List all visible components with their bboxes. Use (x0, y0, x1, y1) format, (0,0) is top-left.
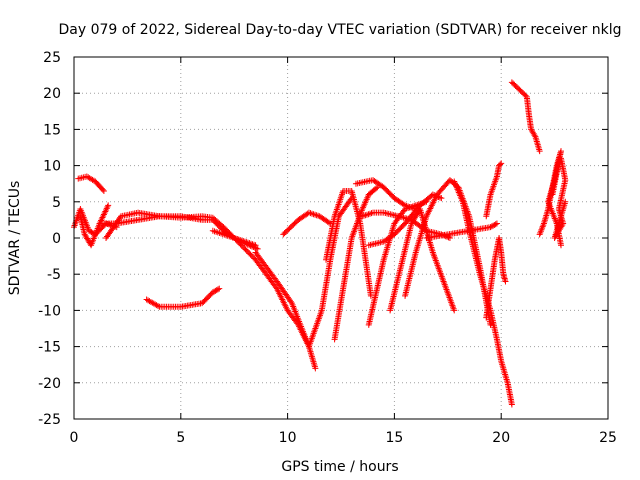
y-axis-label: SDTVAR / TECUs (7, 181, 23, 296)
y-tick-label: -5 (47, 267, 61, 283)
data-point (250, 244, 257, 251)
data-point (502, 278, 509, 285)
x-tick-label: 10 (279, 430, 297, 446)
x-tick-label: 0 (70, 430, 79, 446)
data-point (248, 252, 255, 259)
data-point (209, 289, 216, 296)
data-point (246, 242, 253, 249)
data-point (155, 302, 162, 309)
data-point (250, 254, 257, 261)
data-point (400, 201, 407, 208)
data-point (243, 247, 250, 254)
data-point (493, 220, 500, 227)
series-arc-13 (352, 177, 419, 213)
data-point (488, 223, 495, 230)
data-point (246, 250, 253, 257)
plot-frame (73, 56, 609, 420)
x-tick-label: 15 (385, 430, 403, 446)
series-arc-3 (77, 202, 112, 249)
data-point (212, 287, 219, 294)
data-point (487, 224, 494, 231)
data-point (253, 245, 260, 252)
x-tick-label: 20 (492, 430, 510, 446)
data-point (373, 185, 380, 192)
data-point (216, 285, 223, 292)
data-point (236, 240, 243, 247)
x-tick-label: 25 (599, 430, 617, 446)
y-tick-label: 20 (43, 86, 61, 102)
y-tick-label: -25 (38, 412, 61, 428)
data-point (100, 187, 107, 194)
data-point (234, 238, 241, 245)
series-arc-20 (483, 160, 505, 220)
data-point (422, 226, 429, 233)
data-point (85, 227, 92, 234)
series-arc-21 (483, 235, 509, 321)
data-point (211, 288, 218, 295)
data-point (562, 198, 569, 205)
data-point (497, 161, 504, 168)
data-point (237, 241, 244, 248)
data-point (242, 246, 249, 253)
series-arc-15 (387, 206, 458, 314)
x-tick-label: 5 (176, 430, 185, 446)
y-tick-label: 15 (43, 122, 61, 138)
chart-title: Day 079 of 2022, Sidereal Day-to-day VTE… (59, 22, 622, 38)
data-point (238, 242, 245, 249)
data-point (287, 298, 294, 305)
series-arc-11 (323, 187, 374, 299)
series-arc-22 (508, 79, 543, 155)
y-tick-label: -20 (38, 376, 61, 392)
y-tick-label: 25 (43, 50, 61, 66)
data-point (241, 245, 248, 252)
data-point (232, 236, 239, 243)
data-point (490, 222, 497, 229)
data-point (254, 245, 261, 252)
y-tick-label: 0 (52, 231, 61, 247)
data-point (233, 237, 240, 244)
data-point (247, 242, 254, 249)
data-point (492, 221, 499, 228)
y-tick-label: 10 (43, 159, 61, 175)
data-point (251, 244, 258, 251)
series-arc-6 (143, 285, 223, 310)
data-point (247, 251, 254, 258)
y-tick-label: 5 (52, 195, 61, 211)
data-point (312, 365, 319, 372)
data-point (105, 202, 112, 209)
data-point (531, 132, 538, 139)
data-point (87, 228, 94, 235)
data-point (213, 287, 220, 294)
data-point (522, 92, 529, 99)
data-point (325, 219, 332, 226)
data-point (231, 235, 238, 241)
data-point (558, 242, 565, 249)
data-point (244, 241, 251, 248)
data-point (536, 148, 543, 155)
data-point (245, 249, 252, 256)
series-arc-24 (549, 155, 569, 241)
data-point (243, 240, 250, 247)
data-point (249, 243, 255, 250)
series-arc-2 (75, 173, 107, 194)
data-points (71, 79, 569, 408)
data-point (438, 195, 445, 202)
data-point (241, 240, 248, 247)
data-point (487, 321, 494, 328)
data-point (239, 243, 246, 250)
series-arc-8 (280, 209, 334, 238)
data-point (451, 307, 458, 314)
y-tick-label: -10 (38, 303, 61, 319)
data-point (498, 160, 505, 167)
y-tick-label: -15 (38, 340, 61, 356)
data-point (99, 186, 106, 193)
series-arc-9 (252, 195, 355, 350)
x-axis-label: GPS time / hours (281, 459, 398, 475)
data-point (508, 401, 515, 408)
data-point (214, 286, 221, 293)
data-point (491, 221, 498, 228)
